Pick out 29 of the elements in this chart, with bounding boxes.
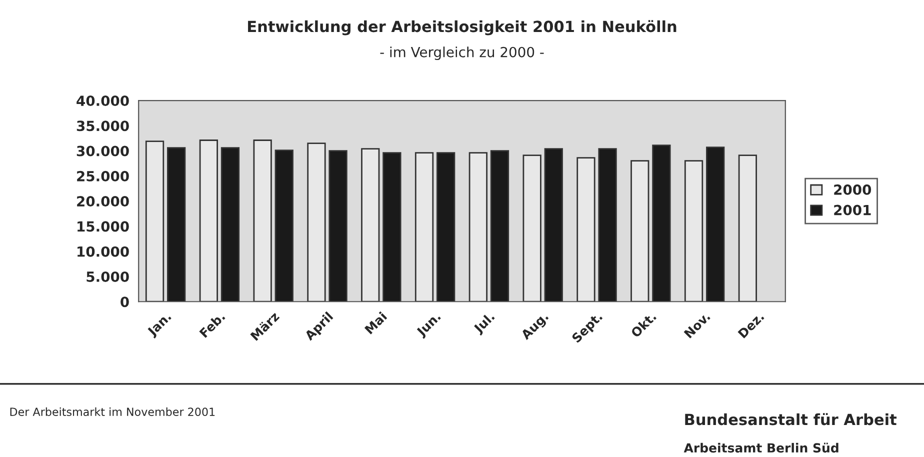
bar bbox=[544, 148, 563, 302]
chart-title: Entwicklung der Arbeitslosigkeit 2001 in Neukölln bbox=[248, 20, 676, 36]
bar bbox=[706, 146, 725, 302]
y-tick-label: 15.000 bbox=[78, 221, 129, 232]
bar bbox=[382, 152, 402, 302]
bar bbox=[490, 150, 510, 302]
bar bbox=[436, 152, 456, 302]
bar bbox=[167, 147, 186, 302]
x-tick-label: Okt. bbox=[630, 312, 657, 338]
bar bbox=[328, 150, 348, 302]
y-tick-label: 5.000 bbox=[86, 271, 129, 282]
bar bbox=[598, 148, 617, 302]
x-tick-label: Jul. bbox=[472, 312, 497, 336]
bar bbox=[652, 144, 671, 302]
y-tick-label: 0 bbox=[120, 296, 129, 308]
y-tick-label: 25.000 bbox=[77, 170, 129, 182]
chart-subtitle: - im Vergleich zu 2000 - bbox=[380, 46, 544, 60]
y-tick-label: 35.000 bbox=[76, 120, 129, 132]
text: Arbeitsamt Berlin Süd bbox=[684, 442, 838, 453]
legend-label: 2000 bbox=[834, 184, 872, 195]
legend-label: 2001 bbox=[834, 204, 871, 216]
y-tick-label: 30.000 bbox=[76, 146, 129, 156]
text: Bundesanstalt für Arbeit bbox=[685, 413, 897, 426]
bar bbox=[220, 147, 240, 302]
y-tick-label: 20.000 bbox=[77, 196, 129, 207]
text: Der Arbeitsmarkt im November 2001 bbox=[10, 407, 215, 416]
bar bbox=[274, 150, 294, 302]
y-tick-label: 40.000 bbox=[76, 96, 129, 106]
y-tick-label: 10.000 bbox=[78, 246, 129, 257]
